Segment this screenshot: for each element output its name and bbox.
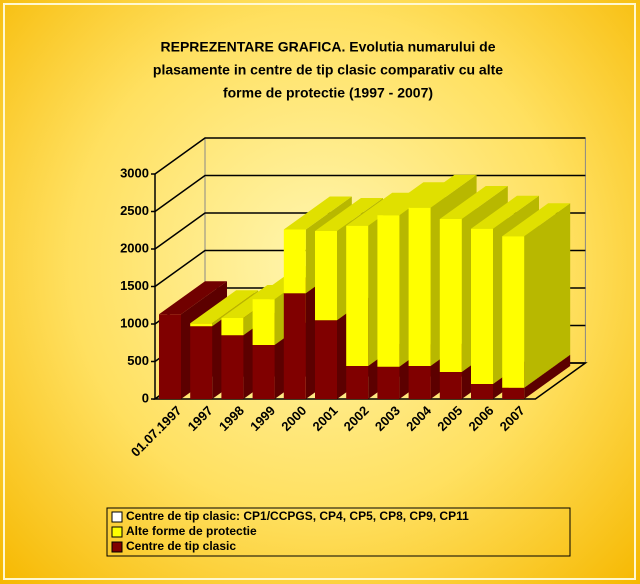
bar-front <box>502 387 525 399</box>
bar-front <box>408 207 431 366</box>
legend: Centre de tip clasic: CP1/CCPGS, CP4, CP… <box>106 507 571 557</box>
bar-front <box>283 229 306 294</box>
bar-front <box>252 299 275 345</box>
bar-front <box>377 366 400 399</box>
legend-label: Alte forme de protectie <box>126 524 257 538</box>
x-tick-label: 1997 <box>185 403 216 434</box>
bar-front <box>471 228 493 384</box>
bar-front <box>346 225 369 366</box>
bar-front <box>315 231 337 321</box>
bar-front <box>190 323 213 327</box>
y-tick-label: 2500 <box>120 203 149 218</box>
x-tick-label: 2005 <box>434 403 465 434</box>
bar-top <box>439 186 508 219</box>
y-tick-label: 3000 <box>120 165 149 180</box>
bar-front <box>221 318 244 336</box>
x-tick-label: 2007 <box>497 403 528 434</box>
x-tick-label: 1998 <box>216 403 247 434</box>
bar-front <box>190 326 213 399</box>
bar-front <box>252 345 275 399</box>
legend-label: Centre de tip clasic: CP1/CCPGS, CP4, CP… <box>126 509 469 523</box>
chart-title: forme de protectie (1997 - 2007) <box>223 85 433 101</box>
x-tick-label: 2000 <box>278 403 309 434</box>
bar-front <box>221 335 244 399</box>
legend-box <box>106 507 571 557</box>
bar-front <box>439 219 462 372</box>
y-tick-label: 1000 <box>120 315 149 330</box>
bar-front <box>439 372 462 399</box>
frame <box>3 3 636 580</box>
y-tick-label: 0 <box>142 390 149 405</box>
x-tick-label: 2004 <box>403 402 435 434</box>
bar <box>502 203 571 388</box>
grid-line <box>154 137 586 175</box>
bar-front <box>315 320 337 399</box>
x-tick-label: 1999 <box>247 403 278 434</box>
bar-front <box>159 314 181 399</box>
chart-title: plasamente in centre de tip clasic compa… <box>153 62 503 78</box>
x-tick-label: 2006 <box>465 403 496 434</box>
bar-front <box>377 215 400 367</box>
legend-swatch <box>111 511 123 523</box>
bar-side <box>524 203 571 388</box>
bar-front <box>408 366 431 399</box>
x-tick-label: 2002 <box>341 403 372 434</box>
x-tick-label: 01.07.1997 <box>128 403 185 460</box>
bar-top <box>190 290 259 324</box>
x-tick-label: 2001 <box>309 403 340 434</box>
bar-front <box>471 384 493 399</box>
bar-top <box>502 203 571 237</box>
bar-front <box>346 366 369 399</box>
y-tick-label: 1500 <box>120 278 149 293</box>
y-tick-label: 2000 <box>120 240 149 255</box>
bar-top <box>408 174 477 208</box>
bar-top <box>283 196 352 230</box>
bar-front <box>502 236 525 388</box>
y-tick-label: 500 <box>127 353 149 368</box>
bar-side <box>524 354 571 399</box>
legend-swatch <box>111 541 123 553</box>
bar-top <box>346 192 415 226</box>
legend-label: Centre de tip clasic <box>126 539 236 553</box>
bar-top <box>315 198 383 231</box>
bar-top <box>377 182 446 216</box>
bar-top <box>471 195 539 229</box>
chart-title: REPREZENTARE GRAFICA. Evolutia numarului… <box>161 39 496 55</box>
legend-swatch <box>111 526 123 538</box>
x-tick-label: 2003 <box>372 403 403 434</box>
bar-front <box>283 293 306 399</box>
bar-top <box>159 281 227 315</box>
